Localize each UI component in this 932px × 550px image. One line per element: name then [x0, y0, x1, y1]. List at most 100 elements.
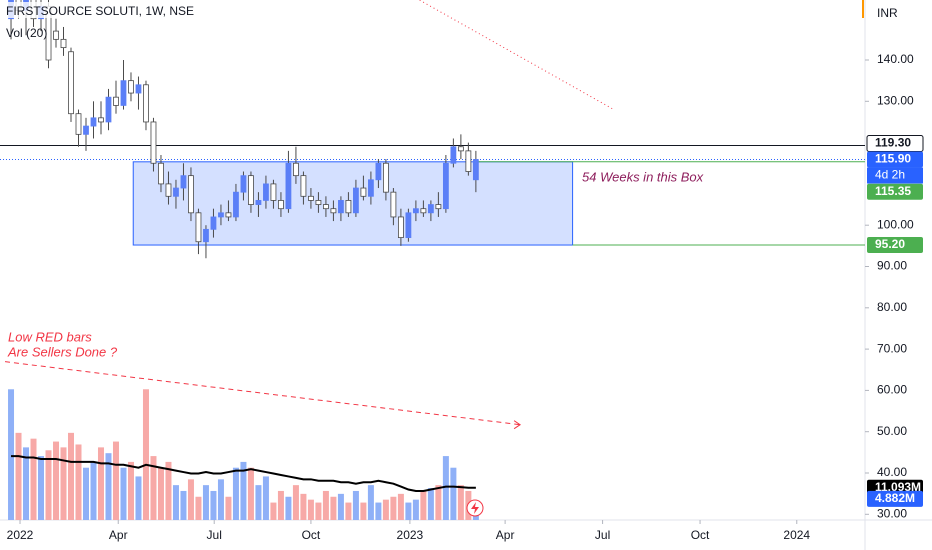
volume-bar	[112, 441, 119, 520]
price-label: 115.35	[875, 184, 911, 198]
candle-body	[450, 146, 457, 164]
candle-body	[472, 159, 479, 181]
candle-body	[427, 204, 434, 214]
candle-body	[113, 96, 119, 106]
countdown-bg	[867, 167, 923, 184]
volume-bar	[270, 502, 277, 520]
x-tick-label: 2023	[397, 528, 424, 542]
volume-bar	[105, 453, 112, 520]
candle-body	[465, 150, 472, 172]
candle-body	[158, 162, 164, 185]
candle-body	[210, 216, 217, 230]
y-tick-label: 40.00	[877, 465, 907, 479]
x-tick-label: 2024	[783, 528, 810, 542]
candle-body	[412, 208, 419, 214]
candle-body	[338, 200, 344, 214]
candle-body	[330, 208, 337, 214]
candle-body	[442, 162, 449, 210]
candle-body	[150, 121, 157, 164]
volume-bar	[330, 496, 337, 520]
volume-bar	[90, 461, 97, 520]
volume-bar	[135, 476, 142, 520]
price-label: 95.20	[875, 237, 905, 251]
volume-bar	[202, 485, 209, 520]
candle-body	[255, 200, 262, 205]
volume-title: Vol (20)	[6, 26, 47, 40]
volume-bar	[53, 441, 60, 520]
volume-bar	[427, 488, 434, 520]
volume-bar	[15, 432, 22, 520]
y-tick-label: 90.00	[877, 259, 907, 273]
candle-body	[353, 187, 359, 214]
candle-body	[323, 204, 329, 210]
volume-bar	[75, 444, 82, 520]
volume-bar	[382, 499, 389, 520]
x-tick-label: Apr	[109, 528, 128, 542]
volume-bar	[187, 479, 194, 520]
volume-bar	[450, 467, 457, 520]
alert-icon-bolt	[471, 502, 479, 514]
candle-body	[180, 175, 187, 189]
volume-bar	[255, 485, 262, 520]
price-label-bg	[867, 490, 923, 507]
price-label: 115.90	[875, 152, 911, 166]
volume-bar	[307, 499, 314, 520]
volume-bar	[442, 456, 449, 520]
volume-bar	[38, 456, 45, 520]
candle-body	[368, 179, 374, 197]
candle-body	[300, 175, 307, 197]
countdown: 4d 2h	[875, 168, 905, 182]
volume-bar	[217, 479, 224, 520]
volume-bar	[262, 476, 269, 520]
volume-bar	[60, 447, 67, 520]
candle-body	[143, 84, 149, 123]
volume-bar	[457, 485, 464, 520]
y-tick-label: 70.00	[877, 341, 907, 355]
box-note: 54 Weeks in this Box	[582, 169, 704, 184]
x-tick-label: 2022	[7, 528, 34, 542]
volume-bar	[157, 467, 164, 520]
candle-body	[83, 125, 89, 135]
volume-bar	[405, 502, 412, 520]
volume-bar	[150, 456, 157, 520]
volume-bar	[240, 461, 247, 520]
note: Are Sellers Done ?	[7, 344, 118, 359]
candle-body	[383, 162, 389, 193]
candle-body	[90, 117, 97, 127]
volume-bar	[285, 496, 292, 520]
volume-bar	[23, 447, 30, 520]
volume-bar	[195, 496, 202, 520]
volume-bar	[435, 485, 442, 520]
candle-body	[308, 195, 314, 201]
y-tick-label: 60.00	[877, 383, 907, 397]
candle-body	[345, 200, 352, 214]
volume-bar	[367, 485, 374, 520]
candle-body	[105, 96, 112, 123]
volume-bar	[277, 490, 284, 520]
currency-marker	[862, 0, 864, 18]
trend-arrow	[513, 420, 522, 430]
volume-bar	[210, 490, 217, 520]
volume-bar	[142, 389, 149, 520]
note: Low RED bars	[8, 329, 92, 344]
volume-bar	[165, 461, 172, 520]
candle-body	[397, 216, 404, 238]
volume-ma	[11, 455, 476, 492]
price-label-bg	[867, 183, 923, 200]
volume-bar	[225, 496, 232, 520]
x-tick-label: Jul	[207, 528, 222, 542]
volume-bar	[375, 502, 382, 520]
plot	[0, 0, 865, 520]
volume-bar	[247, 467, 254, 520]
candle-body	[420, 208, 427, 214]
candle-body	[75, 113, 82, 135]
candle-body	[173, 187, 179, 197]
x-tick-label: Apr	[496, 528, 515, 542]
candle-body	[240, 175, 247, 193]
candle-body	[233, 191, 239, 218]
y-tick-label: 140.00	[877, 52, 914, 66]
volume-bar	[120, 467, 127, 520]
candle-body	[128, 80, 134, 94]
candle-body	[188, 175, 194, 214]
candle-body	[135, 84, 142, 94]
